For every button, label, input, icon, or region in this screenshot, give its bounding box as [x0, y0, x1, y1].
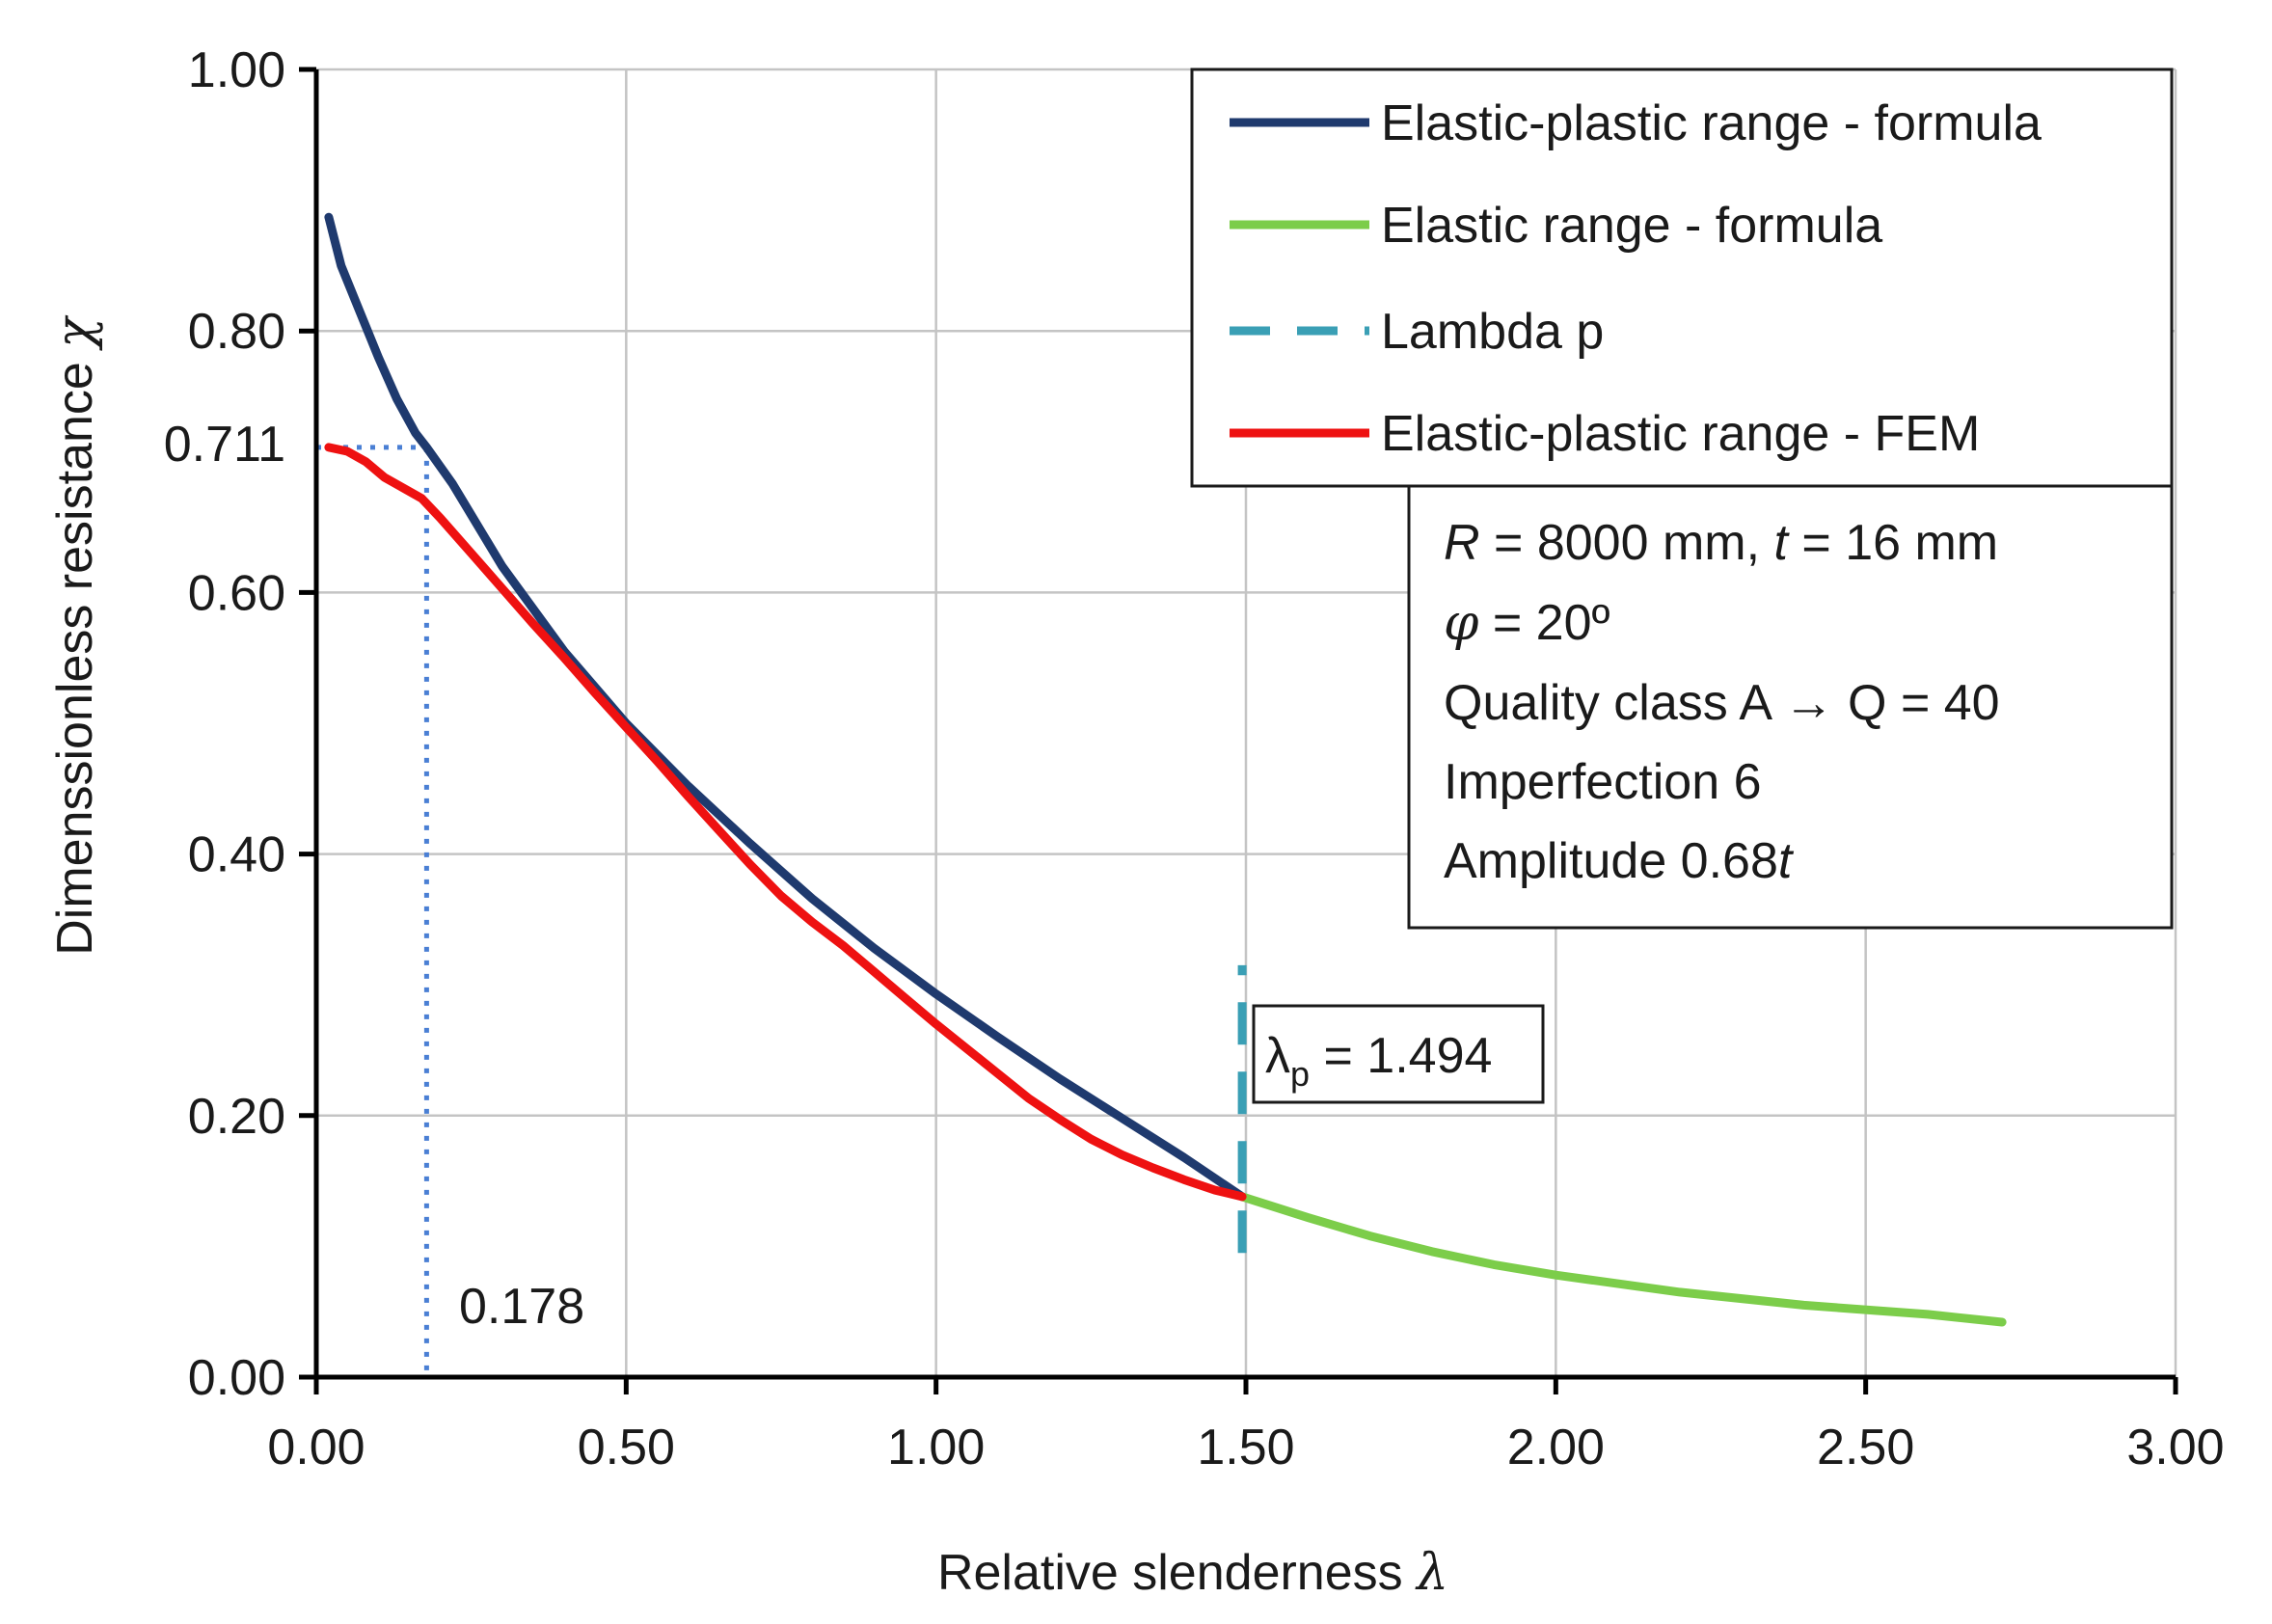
y-tick-label-3: 0.60	[188, 565, 285, 621]
legend-box	[1190, 68, 2174, 488]
y-tick-label-5: 1.00	[188, 42, 285, 98]
y-tick-label-2: 0.40	[188, 827, 285, 883]
x-tick-label-0: 0.00	[267, 1420, 365, 1475]
y-tick-label-4: 0.80	[188, 304, 285, 360]
lambda-p-annotation: λp = 1.494	[1252, 1004, 1545, 1104]
lambda-p-annotation-box	[1252, 1004, 1545, 1104]
info-line-imperfection: Imperfection 6	[1444, 754, 1762, 810]
info-line-geometry: R = 8000 mm, t = 16 mm	[1444, 515, 1998, 571]
info-line-angle: φ = 20º	[1444, 594, 1610, 652]
series-line-elastic-formula	[1237, 1192, 2007, 1327]
info-line-amplitude: Amplitude 0.68t	[1444, 833, 1795, 889]
chi-0-label: 0.711	[164, 417, 285, 473]
axes	[299, 67, 2178, 1394]
info-box: R = 8000 mm, t = 16 mm φ = 20º Quality c…	[1407, 484, 2174, 930]
legend-label-elastic-formula: Elastic range - formula	[1381, 198, 1882, 254]
tick-labels: 0.00 0.50 1.00 1.50 2.00 2.50 3.00 0.00 0.20 0.40…	[188, 42, 2225, 1475]
x-axis-title: Relative slenderness λ	[937, 1544, 1448, 1602]
legend: Elastic-plastic range - formula Elastic …	[1190, 68, 2174, 488]
info-line-quality-class: Quality class A → Q = 40	[1444, 675, 2000, 731]
legend-label-elastic-plastic-fem: Elastic-plastic range - FEM	[1381, 406, 1980, 462]
series-line-elastic-plastic-fem	[324, 443, 1247, 1202]
legend-label-lambda-p: Lambda p	[1381, 304, 1604, 360]
x-tick-label-1: 0.50	[578, 1420, 675, 1475]
x-tick-label-3: 1.50	[1197, 1420, 1294, 1475]
lambda-p-annotation-text: λp = 1.494	[1265, 1028, 1492, 1094]
y-tick-label-1: 0.20	[188, 1089, 285, 1145]
series-layer	[324, 212, 2007, 1327]
x-tick-label-5: 2.50	[1817, 1420, 1914, 1475]
legend-label-elastic-plastic-formula: Elastic-plastic range - formula	[1381, 95, 2042, 151]
reference-lines	[316, 445, 429, 1377]
info-box-frame	[1407, 484, 2174, 930]
x-tick-label-6: 3.00	[2126, 1420, 2224, 1475]
y-axis-title: Dimenssionless resistance χ	[46, 314, 104, 956]
x-tick-label-2: 1.00	[887, 1420, 985, 1475]
x-tick-label-4: 2.00	[1507, 1420, 1605, 1475]
lambda-0-label: 0.178	[459, 1279, 584, 1335]
y-tick-label-0: 0.00	[188, 1350, 285, 1406]
